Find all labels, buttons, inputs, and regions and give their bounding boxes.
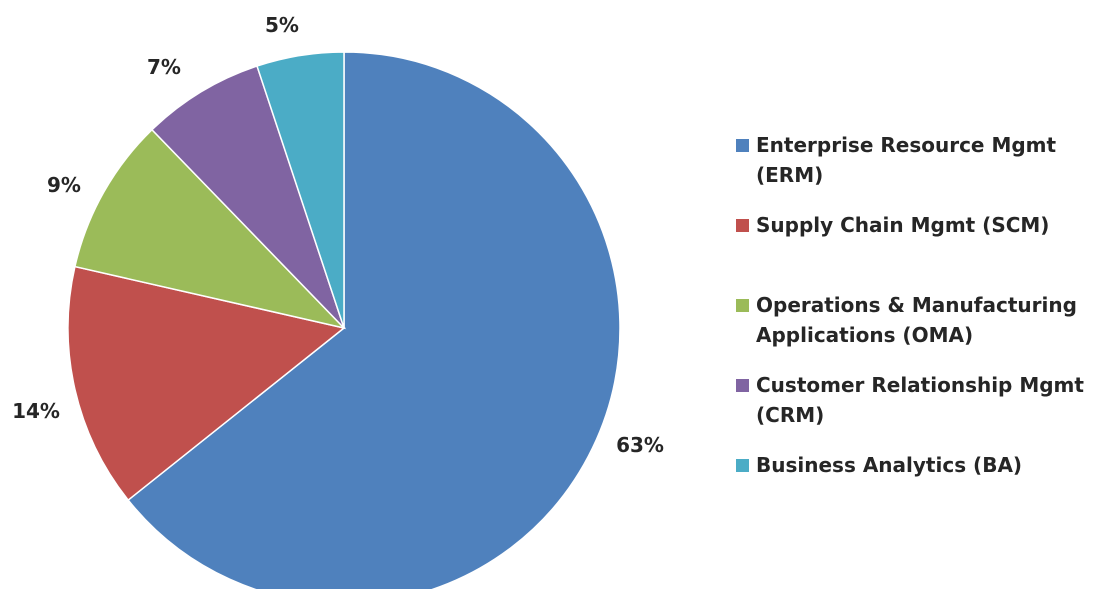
legend-item-crm: Customer Relationship Mgmt (CRM) [736,370,1096,430]
legend-item-oma: Operations & Manufacturing Applications (… [736,290,1096,350]
legend-label-ba-line1: Business Analytics (BA) [756,453,1023,477]
legend-label-crm-line1: Customer Relationship Mgmt [756,373,1084,397]
pie-slice-erm [127,51,621,589]
legend-item-ba: Business Analytics (BA) [736,450,1096,480]
legend-item-scm: Supply Chain Mgmt (SCM) [736,210,1096,240]
legend-label-ba: Business Analytics (BA) [756,450,1096,480]
legend-swatch-oma [736,299,749,312]
data-label-oma: 9% [47,173,81,197]
legend-label-erm-line2: (ERM) [756,163,824,187]
legend-label-oma-line2: Applications (OMA) [756,323,974,347]
legend-swatch-ba [736,459,749,472]
pie-slice-scm [67,265,346,502]
legend-label-scm-line1: Supply Chain Mgmt (SCM) [756,213,1050,237]
legend-swatch-scm [736,219,749,232]
legend-label-oma-line1: Operations & Manufacturing [756,293,1077,317]
data-label-crm: 7% [147,55,181,79]
legend-label-oma: Operations & Manufacturing Applications (… [756,290,1096,350]
legend-label-crm: Customer Relationship Mgmt (CRM) [756,370,1096,430]
legend-label-crm-line2: (CRM) [756,403,825,427]
legend-label-erm-line1: Enterprise Resource Mgmt [756,133,1057,157]
legend-label-erm: Enterprise Resource Mgmt (ERM) [756,130,1096,190]
legend-swatch-crm [736,379,749,392]
pie-slice-crm [150,65,345,329]
legend-item-erm: Enterprise Resource Mgmt (ERM) [736,130,1096,190]
data-label-ba: 5% [265,13,299,37]
legend-label-scm: Supply Chain Mgmt (SCM) [756,210,1096,240]
legend-swatch-erm [736,139,749,152]
data-label-scm: 14% [12,399,60,423]
pie-slice-oma [74,128,347,330]
data-label-erm: 63% [616,433,664,457]
pie-slice-ba [256,51,345,329]
